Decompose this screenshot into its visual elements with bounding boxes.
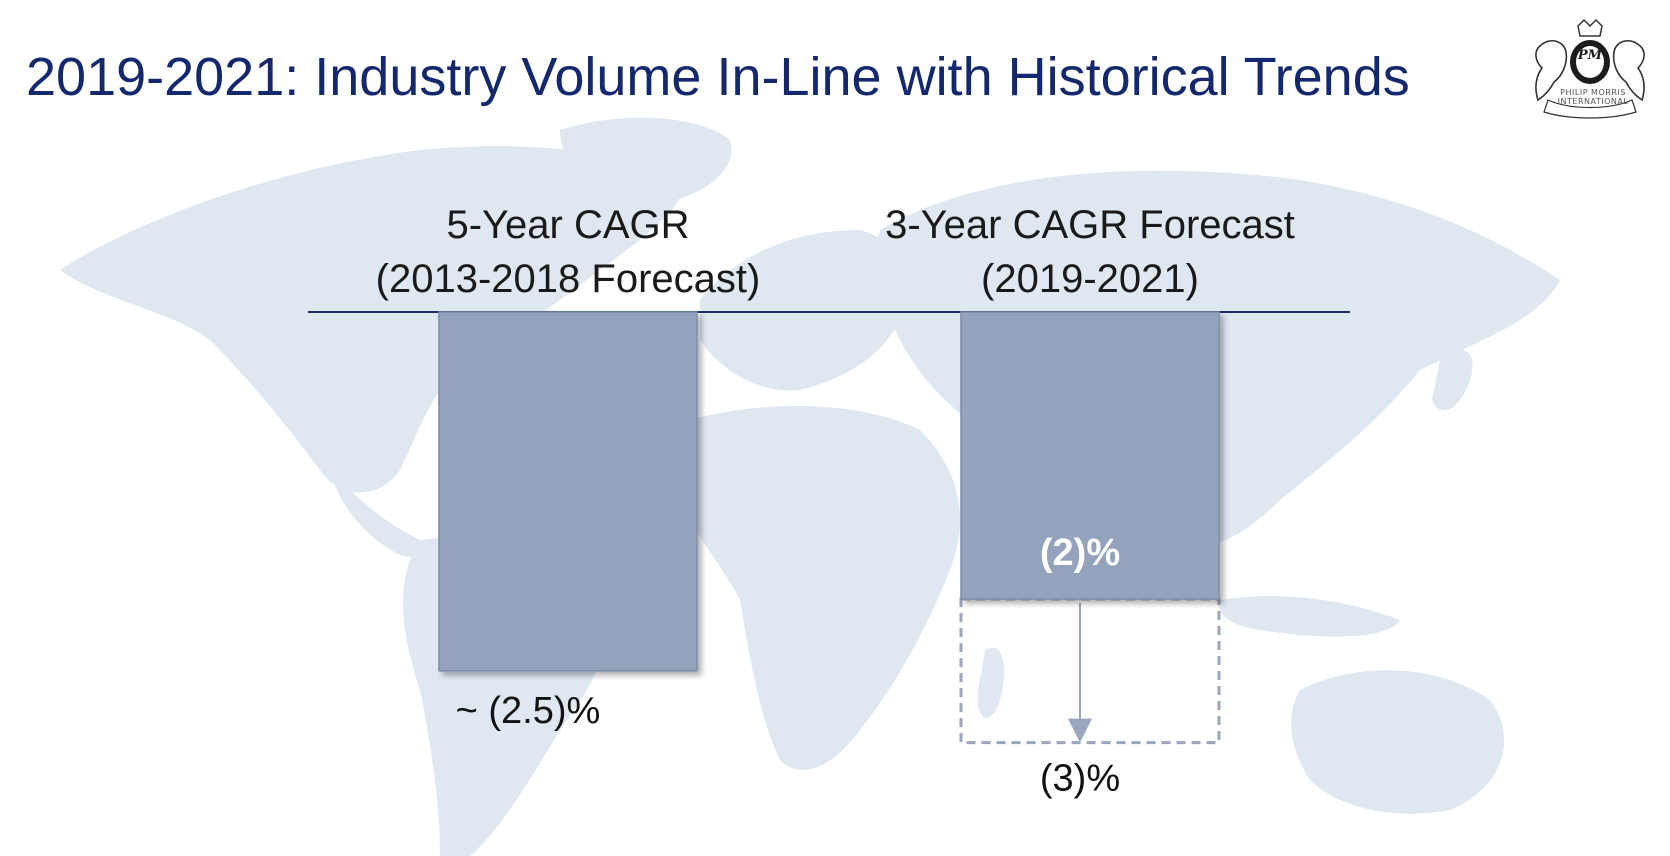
category-label-2-line1: 3-Year CAGR Forecast [885, 203, 1295, 247]
value-label-2: (2)% [1040, 532, 1120, 574]
forecast-range-box [959, 597, 1221, 745]
bar-1 [438, 311, 698, 672]
bar-2 [960, 311, 1220, 600]
company-logo: PM [1520, 18, 1660, 120]
page-title: 2019-2021: Industry Volume In-Line with … [26, 47, 1410, 107]
category-label-2-line2: (2019-2021) [981, 257, 1199, 301]
philip-morris-crest-icon [1535, 18, 1645, 119]
value-label-1: ~ (2.5)% [456, 690, 601, 732]
category-label-1-line2: (2013-2018 Forecast) [376, 257, 761, 301]
range-value-label: (3)% [1040, 758, 1120, 800]
logo-monogram: PM [1577, 48, 1603, 63]
logo-text: PHILIP MORRIS INTERNATIONAL [1557, 88, 1629, 106]
category-label-1-line1: 5-Year CAGR [446, 203, 689, 247]
